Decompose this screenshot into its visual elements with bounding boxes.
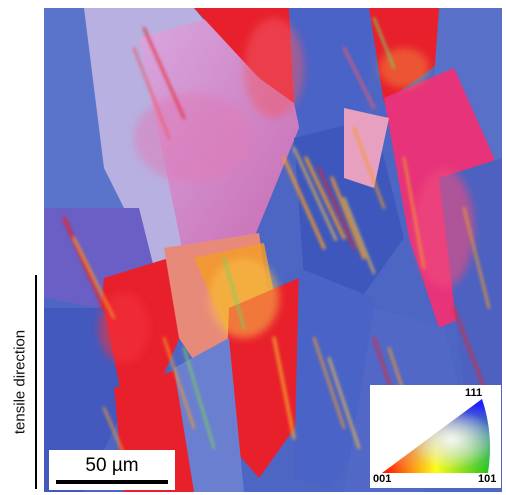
- scale-bar-line: [56, 480, 168, 484]
- ipf-label-111: 111: [465, 387, 483, 399]
- ipf-label-101: 101: [478, 473, 497, 485]
- grain: [44, 308, 124, 492]
- tensile-direction-label: tensile direction: [11, 329, 29, 435]
- grain: [344, 108, 389, 188]
- ipf-triangle: [382, 399, 490, 473]
- tensile-direction-bar: [35, 275, 37, 489]
- scale-bar-label: 50 µm: [85, 455, 139, 476]
- ebsd-orientation-map: [44, 8, 502, 492]
- ipf-color-legend: 111 001 101: [370, 385, 501, 488]
- ipf-label-001: 001: [373, 473, 392, 485]
- grain: [434, 8, 502, 178]
- grain: [174, 338, 244, 492]
- scale-bar: 50 µm: [49, 450, 175, 490]
